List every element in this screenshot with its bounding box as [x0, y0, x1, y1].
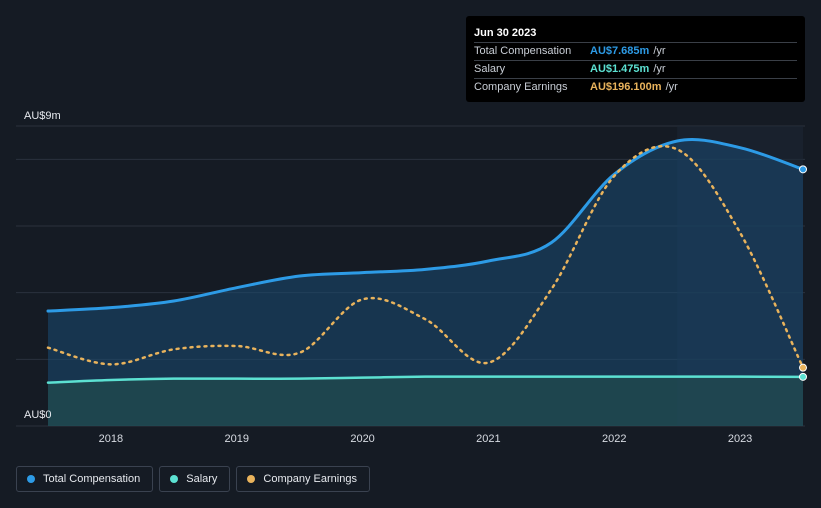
tooltip-row-total-compensation: Total Compensation AU$7.685m /yr — [474, 42, 797, 60]
salary-end-point — [799, 372, 807, 381]
tooltip-value: AU$1.475m — [590, 63, 650, 75]
tooltip-label: Company Earnings — [474, 81, 568, 93]
legend-dot-icon — [247, 475, 256, 483]
y-axis-bottom-label: AU$0 — [24, 409, 52, 421]
legend-item-total-compensation[interactable]: Total Compensation — [16, 466, 154, 492]
tooltip-value: AU$7.685m — [590, 45, 650, 57]
legend-label: Total Compensation — [43, 473, 141, 485]
legend-item-company-earnings[interactable]: Company Earnings — [236, 466, 370, 492]
legend-item-salary[interactable]: Salary — [159, 466, 231, 492]
tooltip: Jun 30 2023 Total Compensation AU$7.685m… — [466, 16, 805, 102]
x-tick-label: 2020 — [350, 433, 374, 445]
salary-line — [46, 375, 805, 384]
series-lines — [46, 138, 805, 384]
x-tick-label: 2022 — [602, 433, 626, 445]
x-axis-ticks: 2018 2019 2020 2021 2022 2023 — [99, 433, 753, 445]
tooltip-label: Salary — [474, 63, 506, 75]
x-tick-label: 2018 — [99, 433, 123, 445]
x-tick-label: 2023 — [728, 433, 752, 445]
company-earnings-line — [46, 144, 805, 369]
legend-label: Company Earnings — [263, 473, 357, 485]
tooltip-label: Total Compensation — [474, 45, 572, 57]
tooltip-unit: /yr — [653, 45, 666, 57]
axes: AU$9m AU$0 — [24, 110, 61, 421]
x-tick-label: 2019 — [225, 433, 249, 445]
total-compensation-end-point — [799, 165, 807, 174]
salary-area — [48, 376, 803, 426]
tooltip-row-company-earnings: Company Earnings AU$196.100m /yr — [474, 78, 797, 96]
legend-dot-icon — [170, 475, 179, 483]
tooltip-unit: /yr — [653, 63, 666, 75]
series-end-points — [799, 165, 807, 381]
tooltip-row-salary: Salary AU$1.475m /yr — [474, 60, 797, 78]
legend: Total Compensation Salary Company Earnin… — [16, 466, 370, 492]
tooltip-unit: /yr — [665, 81, 678, 93]
company-earnings-end-point — [799, 363, 807, 372]
y-axis-top-label: AU$9m — [24, 110, 61, 122]
tooltip-date: Jun 30 2023 — [474, 27, 537, 39]
x-tick-label: 2021 — [476, 433, 500, 445]
legend-dot-icon — [27, 475, 35, 483]
tooltip-value: AU$196.100m — [590, 81, 662, 93]
total-compensation-line — [46, 138, 805, 313]
legend-label: Salary — [186, 473, 218, 485]
total-compensation-area — [48, 139, 803, 426]
series-areas — [48, 139, 803, 426]
